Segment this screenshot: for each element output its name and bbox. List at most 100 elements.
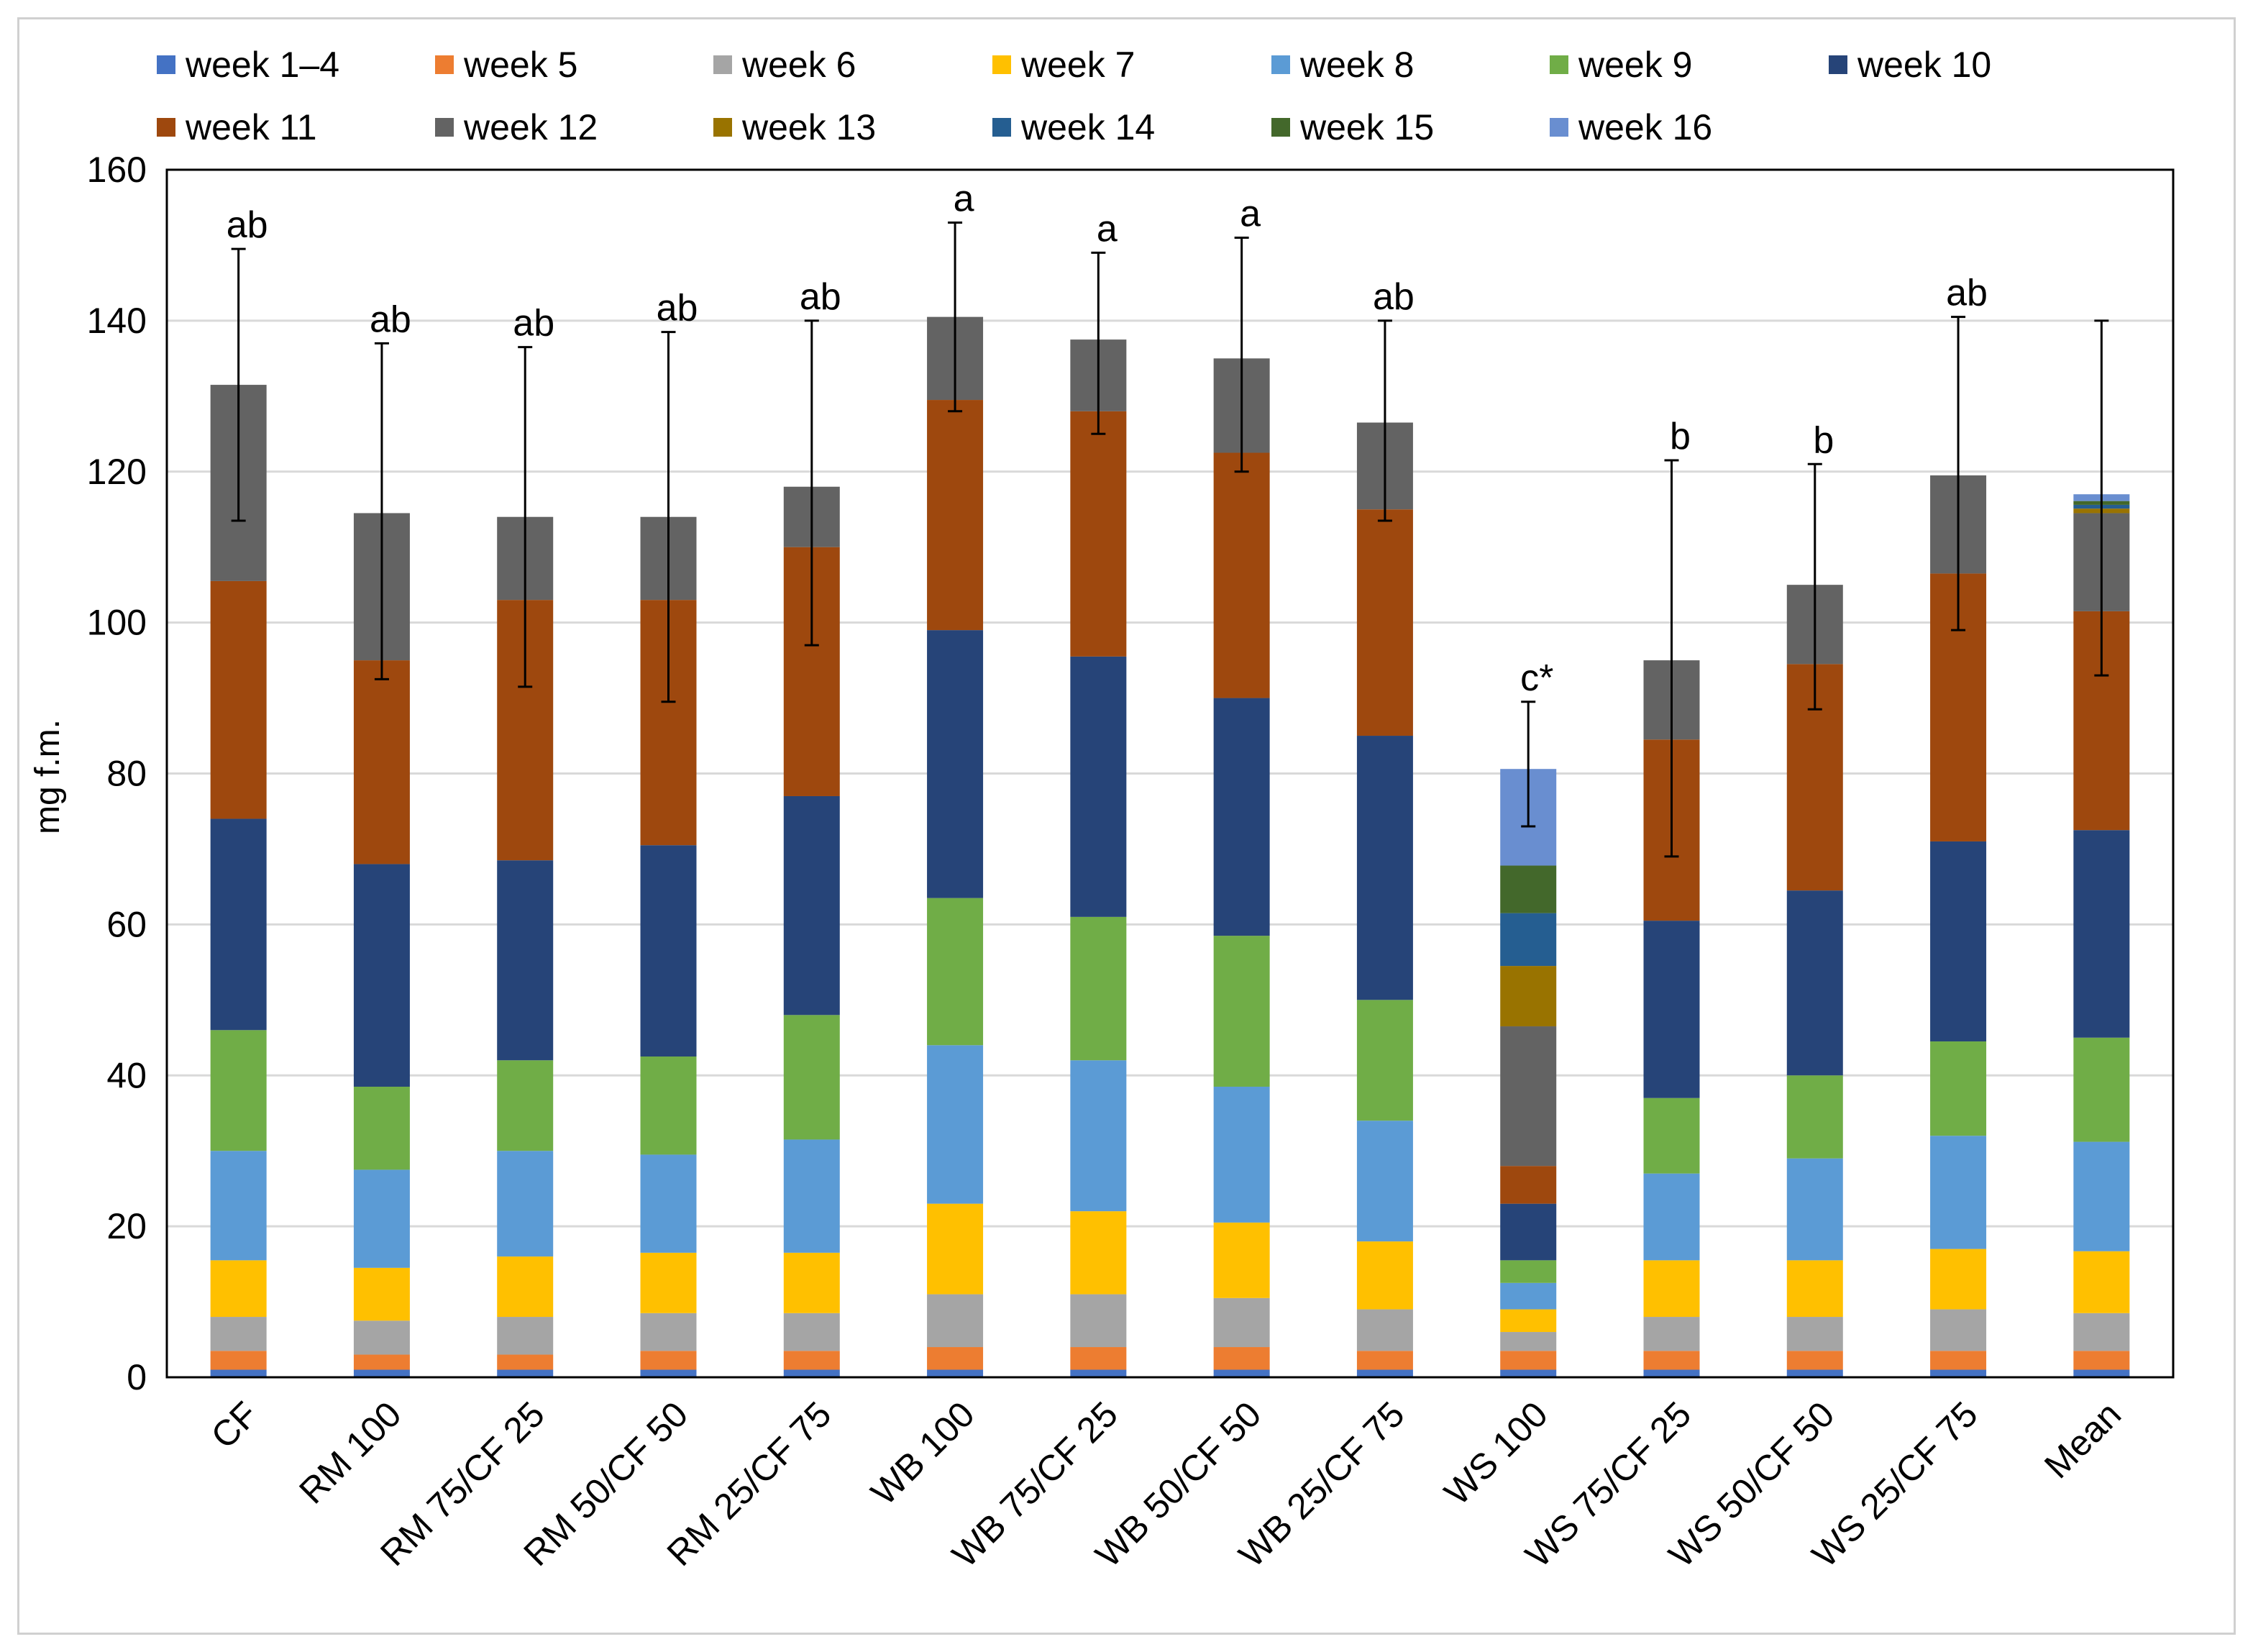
significance-label-ws-25-cf-75: ab: [1946, 273, 1988, 314]
bar-segment-ws-50-cf-50-week-1-4: [1786, 1369, 1843, 1377]
bar-segment-rm-75-cf-25-week-8: [497, 1151, 554, 1257]
x-category-label-mean: Mean: [2037, 1394, 2129, 1486]
bar-segment-wb-100-week-5: [927, 1347, 984, 1370]
x-category-label-cf: CF: [204, 1394, 266, 1456]
significance-label-rm-75-cf-25: ab: [513, 303, 554, 344]
significance-label-ws-100: c*: [1520, 657, 1553, 699]
legend-swatch-week-14: [992, 118, 1011, 137]
bar-segment-rm-50-cf-50-week-8: [640, 1154, 697, 1253]
bar-segment-cf-week-6: [210, 1317, 267, 1351]
bar-segment-ws-50-cf-50-week-10: [1786, 890, 1843, 1076]
bar-segment-rm-50-cf-50-week-6: [640, 1313, 697, 1351]
bar-segment-rm-100-week-11: [353, 660, 410, 864]
legend-swatch-week-13: [713, 118, 732, 137]
bar-segment-ws-100-week-5: [1500, 1351, 1557, 1370]
bar-segment-mean-week-10: [2073, 830, 2130, 1038]
bar-segment-wb-25-cf-75-week-7: [1356, 1241, 1413, 1310]
bar-segment-ws-25-cf-75-week-8: [1930, 1136, 1987, 1249]
bar-segment-cf-week-1-4: [210, 1369, 267, 1377]
bar-segment-wb-50-cf-50-week-5: [1213, 1347, 1270, 1370]
bar-segment-rm-50-cf-50-week-5: [640, 1351, 697, 1370]
bar-segment-ws-25-cf-75-week-6: [1930, 1309, 1987, 1351]
legend-label-week-11: week 11: [185, 107, 317, 147]
bar-segment-wb-100-week-8: [927, 1045, 984, 1204]
legend-swatch-week-10: [1829, 55, 1847, 74]
legend-swatch-week-9: [1550, 55, 1568, 74]
significance-label-rm-100: ab: [370, 298, 411, 340]
bar-segment-ws-50-cf-50-week-5: [1786, 1351, 1843, 1370]
y-tick-label-80: 80: [106, 754, 147, 794]
bar-segment-ws-100-week-13: [1500, 966, 1557, 1027]
bar-segment-wb-75-cf-25-week-1-4: [1070, 1369, 1127, 1377]
legend-swatch-week-11: [157, 118, 175, 137]
significance-label-wb-50-cf-50: a: [1240, 193, 1261, 234]
bar-segment-rm-100-week-6: [353, 1320, 410, 1355]
bar-segment-wb-100-week-1-4: [927, 1369, 984, 1377]
bar-segment-wb-25-cf-75-week-1-4: [1356, 1369, 1413, 1377]
bars: [210, 316, 2130, 1377]
bar-segment-wb-25-cf-75-week-11: [1356, 509, 1413, 736]
y-tick-label-0: 0: [127, 1357, 147, 1397]
legend-label-week-7: week 7: [1020, 45, 1135, 85]
bar-segment-mean-week-1-4: [2073, 1369, 2130, 1377]
bar-segment-ws-25-cf-75-week-1-4: [1930, 1369, 1987, 1377]
legend-label-week-15: week 15: [1299, 107, 1434, 147]
bar-segment-wb-25-cf-75-week-9: [1356, 1000, 1413, 1121]
bar-segment-mean-week-6: [2073, 1313, 2130, 1351]
legend-swatch-week-15: [1271, 118, 1290, 137]
bar-segment-wb-100-week-7: [927, 1203, 984, 1295]
bar-segment-wb-100-week-10: [927, 630, 984, 898]
bar-segment-cf-week-5: [210, 1351, 267, 1370]
bar-segment-ws-50-cf-50-week-8: [1786, 1158, 1843, 1261]
bar-segment-ws-75-cf-25-week-6: [1643, 1317, 1700, 1351]
bar-segment-rm-75-cf-25-week-1-4: [497, 1369, 554, 1377]
significance-label-cf: ab: [227, 204, 268, 246]
bar-segment-ws-75-cf-25-week-7: [1643, 1260, 1700, 1318]
error-bars: [231, 221, 2109, 858]
y-tick-label-20: 20: [106, 1206, 147, 1246]
bar-segment-rm-75-cf-25-week-9: [497, 1060, 554, 1151]
legend-swatch-week-7: [992, 55, 1011, 74]
bar-segment-cf-week-11: [210, 580, 267, 819]
y-tick-label-40: 40: [106, 1055, 147, 1095]
legend-swatch-week-5: [435, 55, 454, 74]
y-axis-ticks: 0 20 40 60 80 100 120 140 160: [87, 150, 147, 1397]
bar-segment-rm-25-cf-75-week-6: [783, 1313, 840, 1351]
bar-segment-ws-100-week-10: [1500, 1203, 1557, 1261]
legend-label-week-16: week 16: [1578, 107, 1712, 147]
y-tick-label-60: 60: [106, 904, 147, 944]
bar-segment-wb-50-cf-50-week-7: [1213, 1222, 1270, 1298]
bar-segment-ws-50-cf-50-week-7: [1786, 1260, 1843, 1318]
y-tick-label-160: 160: [87, 150, 147, 190]
legend-label-week-8: week 8: [1299, 45, 1414, 85]
significance-labels: ab ab ab ab ab a a a ab c* b b ab: [227, 178, 1988, 698]
x-category-label-wb-100: WB 100: [863, 1394, 982, 1512]
legend-swatch-week-1-4: [157, 55, 175, 74]
legend-label-week-9: week 9: [1578, 45, 1692, 85]
bar-segment-ws-100-week-8: [1500, 1282, 1557, 1310]
bar-segment-rm-100-week-7: [353, 1267, 410, 1321]
bar-segment-wb-50-cf-50-week-11: [1213, 452, 1270, 698]
bar-segment-rm-100-week-1-4: [353, 1369, 410, 1377]
bar-segment-ws-25-cf-75-week-10: [1930, 841, 1987, 1042]
bar-segment-rm-50-cf-50-week-10: [640, 845, 697, 1057]
significance-label-wb-100: a: [954, 178, 974, 219]
bar-segment-wb-25-cf-75-week-6: [1356, 1309, 1413, 1351]
bar-segment-rm-75-cf-25-week-7: [497, 1256, 554, 1318]
significance-label-rm-25-cf-75: ab: [800, 276, 841, 318]
bar-segment-cf-week-7: [210, 1260, 267, 1318]
bar-segment-mean-week-9: [2073, 1037, 2130, 1142]
bar-segment-mean-week-5: [2073, 1351, 2130, 1370]
significance-label-wb-25-cf-75: ab: [1373, 276, 1415, 318]
bar-segment-ws-100-week-9: [1500, 1260, 1557, 1283]
bar-segment-rm-100-week-10: [353, 864, 410, 1087]
bar-segment-rm-75-cf-25-week-10: [497, 860, 554, 1061]
bar-segment-mean-week-7: [2073, 1251, 2130, 1313]
bar-segment-ws-100-week-14: [1500, 913, 1557, 967]
bar-segment-ws-25-cf-75-week-9: [1930, 1041, 1987, 1136]
legend-swatch-week-8: [1271, 55, 1290, 74]
bar-segment-wb-50-cf-50-week-1-4: [1213, 1369, 1270, 1377]
bar-segment-mean-week-8: [2073, 1141, 2130, 1251]
bar-segment-ws-50-cf-50-week-6: [1786, 1317, 1843, 1351]
